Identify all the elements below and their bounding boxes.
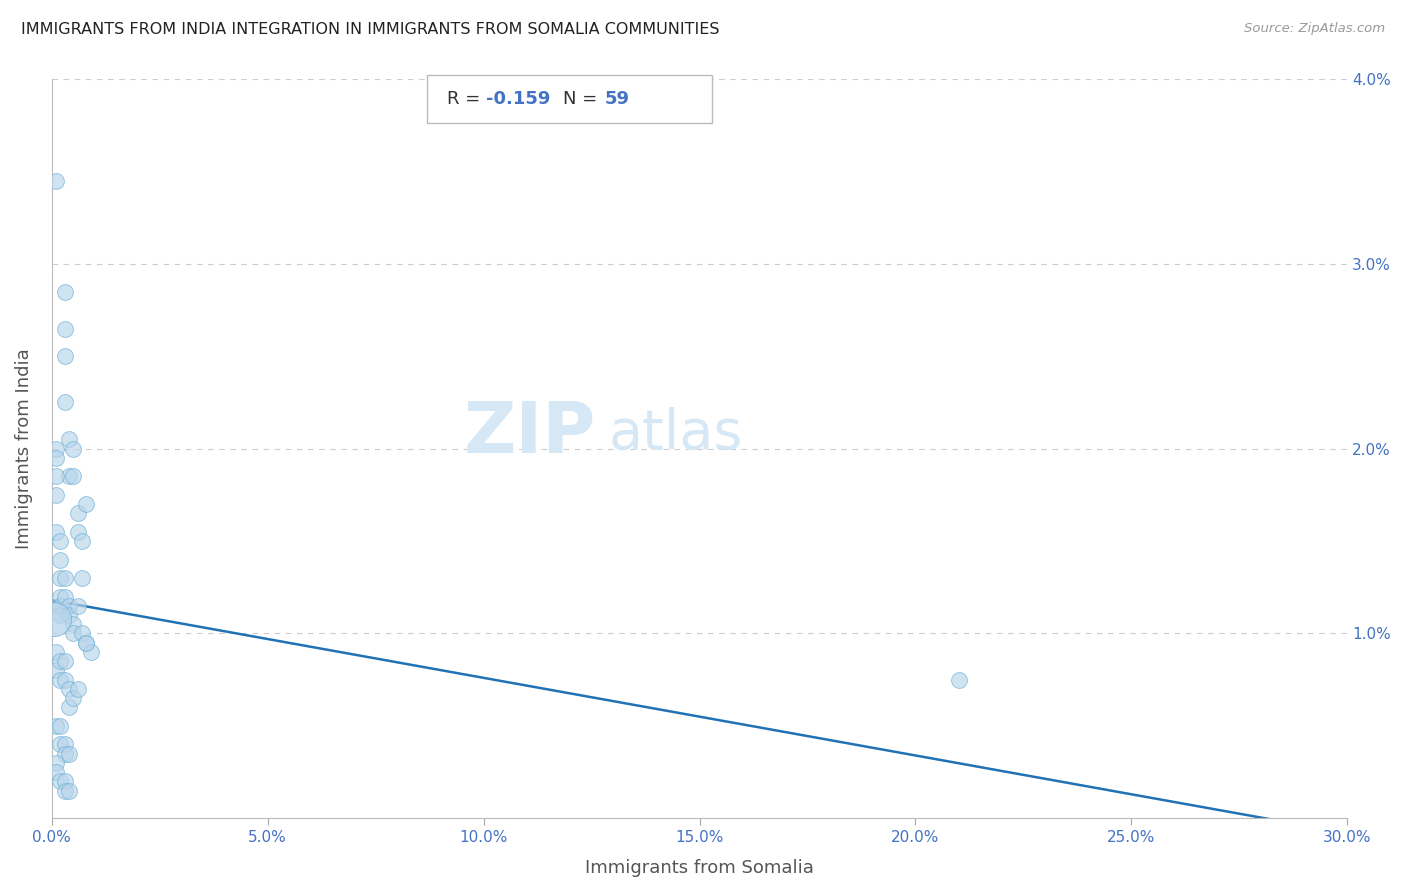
Point — [53, 654, 76, 668]
Point — [53, 349, 76, 363]
Point — [49, 673, 72, 687]
Point — [70, 626, 93, 640]
Point — [58, 700, 80, 714]
Point — [49, 737, 72, 751]
Point — [53, 321, 76, 335]
Point — [62, 691, 84, 706]
Point — [45, 719, 67, 733]
Point — [45, 664, 67, 678]
Point — [75, 636, 97, 650]
Point — [49, 774, 72, 789]
Text: -0.159: -0.159 — [485, 90, 550, 108]
FancyBboxPatch shape — [427, 75, 713, 123]
Point — [42, 612, 65, 626]
Point — [49, 552, 72, 566]
Point — [49, 599, 72, 613]
Point — [53, 571, 76, 585]
X-axis label: Immigrants from Somalia: Immigrants from Somalia — [585, 859, 814, 877]
Point — [75, 636, 97, 650]
Point — [45, 645, 67, 659]
Point — [45, 174, 67, 188]
Point — [45, 469, 67, 483]
Point — [58, 783, 80, 797]
Point — [53, 747, 76, 761]
Text: atlas: atlas — [609, 407, 744, 461]
Point — [66, 524, 89, 539]
Point — [948, 673, 970, 687]
Point — [53, 590, 76, 604]
Point — [58, 433, 80, 447]
Point — [62, 626, 84, 640]
Point — [53, 673, 76, 687]
Point — [53, 285, 76, 299]
Point — [49, 571, 72, 585]
Point — [45, 450, 67, 465]
Point — [49, 534, 72, 549]
Point — [53, 395, 76, 409]
Text: IMMIGRANTS FROM INDIA INTEGRATION IN IMMIGRANTS FROM SOMALIA COMMUNITIES: IMMIGRANTS FROM INDIA INTEGRATION IN IMM… — [21, 22, 720, 37]
Point — [58, 681, 80, 696]
Point — [49, 719, 72, 733]
Point — [66, 681, 89, 696]
Point — [53, 783, 76, 797]
Point — [49, 654, 72, 668]
Point — [45, 488, 67, 502]
Text: ZIP: ZIP — [464, 400, 596, 468]
Point — [62, 442, 84, 456]
Point — [45, 756, 67, 770]
Text: R =: R = — [447, 90, 486, 108]
Point — [62, 469, 84, 483]
Point — [53, 774, 76, 789]
Point — [70, 534, 93, 549]
Point — [79, 645, 101, 659]
Text: Source: ZipAtlas.com: Source: ZipAtlas.com — [1244, 22, 1385, 36]
Point — [58, 607, 80, 622]
Point — [45, 765, 67, 780]
Point — [45, 442, 67, 456]
Point — [70, 571, 93, 585]
Text: 59: 59 — [605, 90, 630, 108]
Point — [49, 590, 72, 604]
Point — [66, 599, 89, 613]
Point — [62, 617, 84, 632]
Y-axis label: Immigrants from India: Immigrants from India — [15, 348, 32, 549]
Point — [66, 506, 89, 520]
Point — [58, 469, 80, 483]
Point — [75, 497, 97, 511]
Point — [58, 599, 80, 613]
Point — [53, 737, 76, 751]
Point — [49, 607, 72, 622]
Point — [58, 747, 80, 761]
Point — [45, 524, 67, 539]
Text: N =: N = — [564, 90, 603, 108]
